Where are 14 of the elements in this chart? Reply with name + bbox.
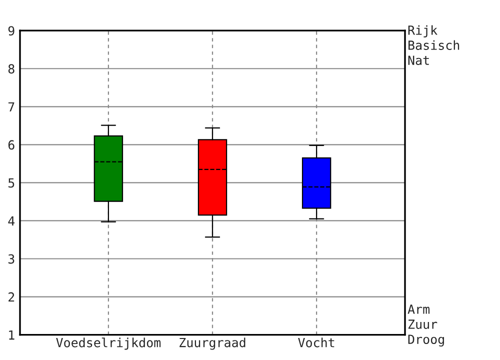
y-tick-label: 7 — [8, 102, 14, 112]
y-tick-label: 3 — [8, 254, 14, 264]
text: Arm Zuur Droog — [408, 304, 444, 347]
y-tick-label: 4 — [8, 216, 15, 226]
text: Rijk Basisch Nat — [408, 25, 460, 66]
x-tick-label: Vocht — [298, 338, 334, 348]
y-tick-label: 1 — [9, 330, 14, 340]
x-tick-label: Voedselrijkdom — [56, 338, 161, 350]
y-tick-label: 5 — [8, 178, 14, 188]
y-tick-label: 8 — [8, 64, 14, 74]
y-tick-label: 6 — [8, 140, 14, 150]
y-tick-label: 9 — [8, 26, 14, 36]
y-tick-label: 2 — [8, 292, 14, 302]
x-tick-label: Zuurgraad — [180, 338, 246, 350]
